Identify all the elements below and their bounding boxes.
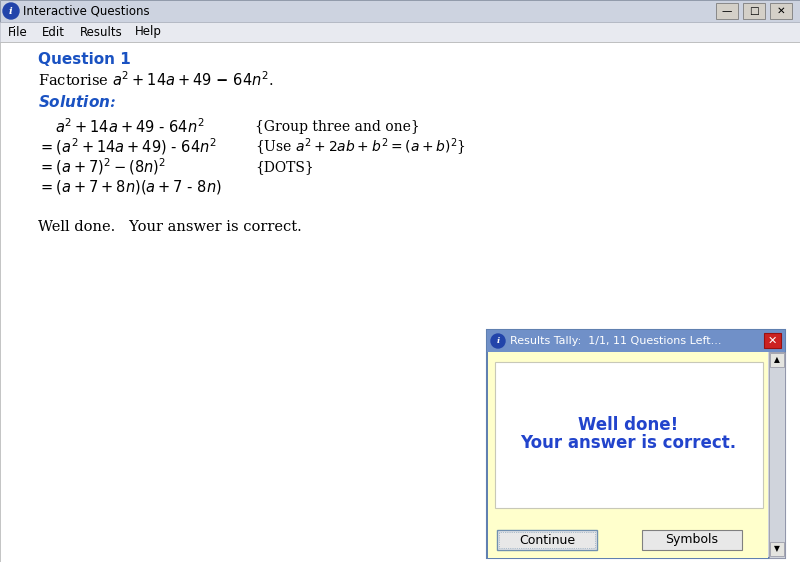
Text: $a^2 + 14a + 49\ \text{-}\ 64n^2$: $a^2 + 14a + 49\ \text{-}\ 64n^2$ [55,117,205,137]
Text: —: — [722,6,732,16]
Text: $= (a + 7 + 8n)(a + 7\ \text{-}\ 8n)$: $= (a + 7 + 8n)(a + 7\ \text{-}\ 8n)$ [38,178,222,196]
Text: i: i [9,7,13,16]
Text: □: □ [749,6,759,16]
FancyBboxPatch shape [0,0,800,22]
Text: i: i [497,337,499,345]
FancyBboxPatch shape [0,42,800,562]
Text: Factorise $a^2 + 14a + 49\ \mathbf{-}\ 64n^2$.: Factorise $a^2 + 14a + 49\ \mathbf{-}\ 6… [38,71,274,89]
Text: {DOTS}: {DOTS} [255,160,314,174]
Text: Continue: Continue [519,533,575,546]
FancyBboxPatch shape [769,352,785,558]
Circle shape [3,3,19,19]
Text: ▲: ▲ [774,356,780,365]
Text: Results Tally:  1/1, 11 Questions Left...: Results Tally: 1/1, 11 Questions Left... [510,336,722,346]
Text: ✕: ✕ [768,336,777,346]
FancyBboxPatch shape [743,3,765,19]
FancyBboxPatch shape [0,22,800,42]
FancyBboxPatch shape [770,353,784,367]
FancyBboxPatch shape [488,352,768,558]
FancyBboxPatch shape [716,3,738,19]
Circle shape [491,334,505,348]
FancyBboxPatch shape [770,3,792,19]
FancyBboxPatch shape [487,330,785,352]
Text: Symbols: Symbols [666,533,718,546]
Text: $= (a^2 + 14a + 49)\ \text{-}\ 64n^2$: $= (a^2 + 14a + 49)\ \text{-}\ 64n^2$ [38,137,217,157]
FancyBboxPatch shape [497,530,597,550]
FancyBboxPatch shape [764,333,781,348]
Text: File: File [8,25,28,39]
Text: Help: Help [135,25,162,39]
Text: Your answer is correct.: Your answer is correct. [520,434,736,452]
FancyBboxPatch shape [487,330,785,558]
Text: $\bfit{Solution}$:: $\bfit{Solution}$: [38,94,116,110]
Text: Interactive Questions: Interactive Questions [23,4,150,17]
Text: Question 1: Question 1 [38,52,130,67]
FancyBboxPatch shape [642,530,742,550]
Text: Results: Results [80,25,122,39]
Text: Well done.   Your answer is correct.: Well done. Your answer is correct. [38,220,302,234]
Text: Well done!: Well done! [578,416,678,434]
Text: ▼: ▼ [774,545,780,554]
Text: ✕: ✕ [777,6,786,16]
FancyBboxPatch shape [770,542,784,556]
Text: Edit: Edit [42,25,65,39]
Text: {Use $a^2 + 2ab + b^2 = (a + b)^2$}: {Use $a^2 + 2ab + b^2 = (a + b)^2$} [255,137,466,158]
Text: {Group three and one}: {Group three and one} [255,120,420,134]
FancyBboxPatch shape [495,362,763,508]
Text: $= (a + 7)^2 - (8n)^2$: $= (a + 7)^2 - (8n)^2$ [38,157,166,178]
